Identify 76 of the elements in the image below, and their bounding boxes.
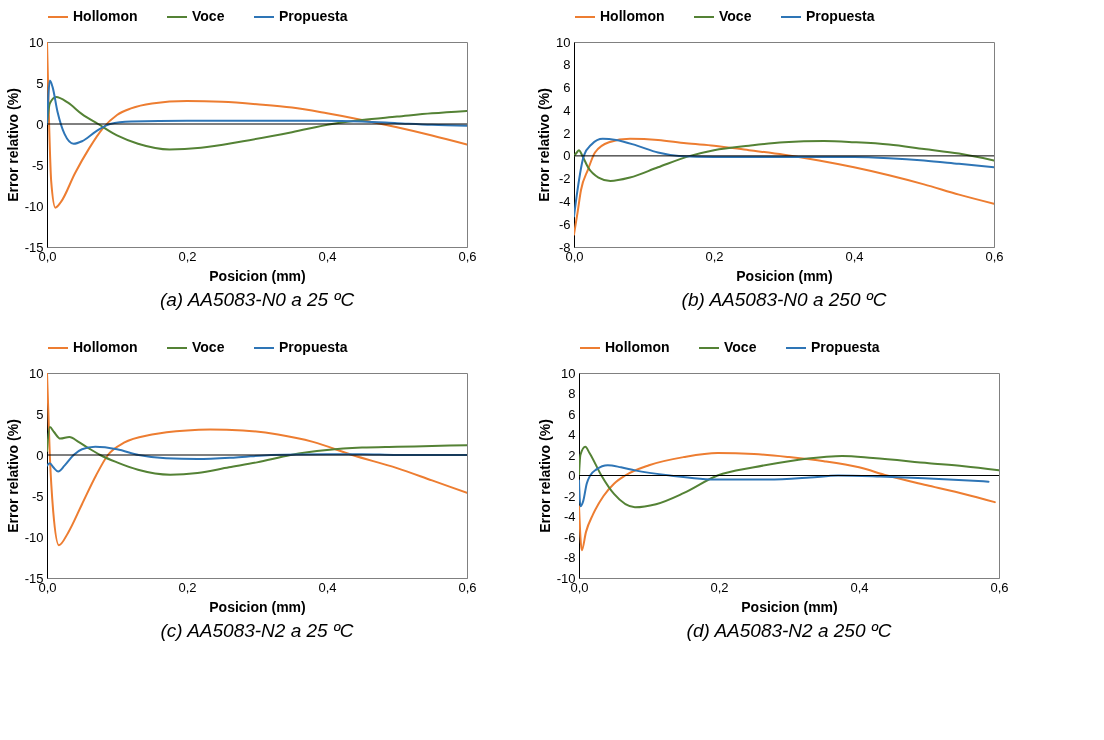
legend-label: Hollomon	[73, 8, 138, 24]
line-series	[574, 137, 994, 218]
text: (c) AA5083-N2 a 25 ºC	[160, 620, 354, 641]
text: (a) AA5083-N0 a 25 ºC	[159, 289, 355, 310]
y-tick-label: 8	[563, 57, 571, 73]
line-series	[574, 140, 994, 182]
y-axis-title: Error relativo (%)	[4, 419, 21, 533]
y-tick-label: -8	[563, 550, 576, 565]
line-series	[47, 373, 467, 547]
line-series	[47, 42, 467, 209]
line-series	[47, 426, 467, 476]
legend-label: Propuesta	[806, 8, 875, 24]
y-tick-label: 10	[29, 365, 44, 381]
line-series	[574, 137, 994, 236]
x-tick-label: 0,2	[705, 248, 724, 264]
y-axis-title: Error relativo (%)	[4, 88, 21, 202]
y-tick-label: 5	[36, 75, 44, 91]
y-tick-label: 0	[563, 148, 571, 164]
y-tick-label: 0	[568, 468, 576, 483]
y-tick-label: 0	[36, 447, 44, 463]
x-tick-label: 0,4	[318, 248, 337, 264]
x-tick-label: 0,2	[178, 579, 197, 595]
x-axis-title: Posicion (mm)	[736, 267, 833, 284]
x-axis-title: Posicion (mm)	[741, 598, 838, 615]
x-tick-label: 0,2	[178, 248, 197, 264]
line-series	[47, 79, 467, 145]
line-series	[579, 451, 996, 552]
y-tick-label: 10	[556, 34, 571, 50]
y-tick-label: 8	[568, 386, 576, 401]
line-series	[579, 445, 999, 509]
x-axis-title: Posicion (mm)	[209, 267, 306, 284]
legend-label: Voce	[724, 339, 757, 355]
y-tick-label: 6	[568, 406, 576, 422]
x-tick-label: 0,6	[985, 248, 1004, 264]
y-tick-label: 0	[36, 116, 44, 132]
y-tick-label: -6	[558, 216, 571, 232]
text: (d) AA5083-N2 a 250 ºC	[686, 620, 892, 641]
y-tick-label: -5	[31, 157, 44, 173]
text: (b) AA5083-N0 a 250 ºC	[681, 289, 887, 310]
line-series	[579, 464, 990, 508]
x-tick-label: 0,6	[990, 579, 1009, 595]
y-tick-label: -4	[558, 193, 571, 209]
legend-label: Propuesta	[279, 339, 348, 355]
legend-label: Voce	[192, 339, 225, 355]
y-tick-label: -6	[563, 529, 576, 545]
y-tick-label: -2	[558, 171, 571, 187]
y-tick-label: 5	[36, 406, 44, 422]
y-tick-label: -10	[24, 198, 44, 214]
y-tick-label: 6	[563, 80, 571, 96]
y-tick-label: 4	[563, 102, 571, 118]
line-series	[47, 95, 467, 151]
legend-label: Propuesta	[811, 339, 880, 355]
x-tick-label: 0,6	[458, 579, 477, 595]
y-tick-label: 2	[568, 447, 576, 463]
y-tick-label: 10	[561, 365, 576, 381]
x-tick-label: 0,2	[710, 579, 729, 595]
legend-label: Hollomon	[600, 8, 665, 24]
legend-label: Propuesta	[279, 8, 348, 24]
x-tick-label: 0,6	[458, 248, 477, 264]
x-tick-label: 0,4	[845, 248, 864, 264]
legend-label: Hollomon	[73, 339, 138, 355]
x-tick-label: 0,4	[318, 579, 337, 595]
x-tick-label: 0,4	[850, 579, 869, 595]
legend-label: Voce	[719, 8, 752, 24]
y-tick-label: -2	[563, 488, 576, 504]
y-tick-label: 2	[563, 125, 571, 141]
y-tick-label: 4	[568, 427, 576, 442]
y-tick-label: -4	[563, 509, 576, 524]
y-tick-label: -10	[24, 529, 44, 545]
legend-label: Hollomon	[605, 339, 670, 355]
legend-label: Voce	[192, 8, 225, 24]
y-axis-title: Error relativo (%)	[536, 419, 553, 533]
x-axis-title: Posicion (mm)	[209, 598, 306, 615]
y-tick-label: 10	[29, 34, 44, 50]
y-axis-title: Error relativo (%)	[536, 88, 553, 202]
y-tick-label: -5	[31, 488, 44, 504]
